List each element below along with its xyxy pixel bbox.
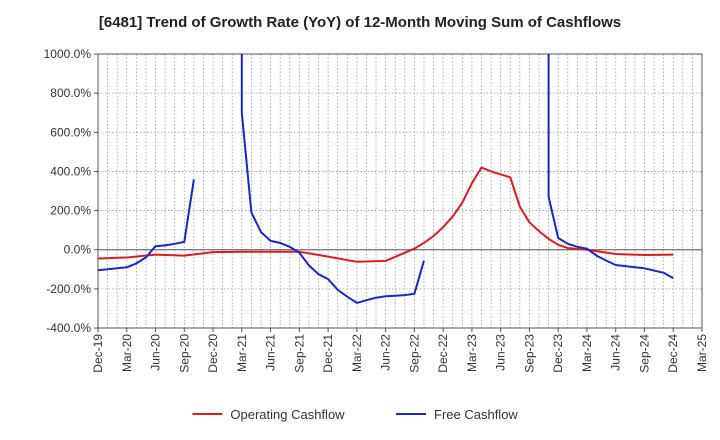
legend-label-free-cashflow: Free Cashflow	[434, 407, 518, 422]
x-tick-label: Dec-23	[551, 334, 565, 373]
x-tick-label: Jun-22	[379, 334, 393, 371]
x-tick-label: Jun-24	[609, 334, 623, 371]
series-line-free-cashflow	[547, 54, 674, 279]
y-tick-label: 1000.0%	[44, 47, 92, 61]
chart-title: [6481] Trend of Growth Rate (YoY) of 12-…	[98, 14, 622, 31]
plot-frame	[97, 53, 703, 329]
x-tick-label: Mar-20	[120, 334, 134, 372]
x-tick-label: Dec-21	[321, 334, 335, 373]
series-line-free-cashflow	[98, 179, 195, 272]
x-tick-label: Mar-25	[695, 334, 709, 372]
legend-label-operating-cashflow: Operating Cashflow	[230, 407, 345, 422]
series-line-operating-cashflow	[98, 166, 674, 263]
x-tick-label: Dec-24	[666, 334, 680, 373]
plot-area	[98, 54, 702, 328]
y-tick-label: -200.0%	[46, 282, 91, 296]
y-tick-label: 800.0%	[50, 86, 91, 100]
x-tick-label: Dec-22	[436, 334, 450, 373]
series-line-free-cashflow	[240, 54, 425, 304]
x-tick-label: Mar-21	[235, 334, 249, 372]
x-tick-label: Sep-24	[637, 334, 651, 373]
y-tick-label: 0.0%	[64, 243, 92, 257]
y-tick-label: 200.0%	[50, 204, 91, 218]
x-tick-label: Dec-19	[91, 334, 105, 373]
x-tick-label: Jun-21	[264, 334, 278, 371]
x-tick-label: Sep-23	[522, 334, 536, 373]
x-tick-label: Mar-22	[350, 334, 364, 372]
x-tick-label: Mar-23	[465, 334, 479, 372]
x-tick-label: Sep-20	[177, 334, 191, 373]
x-tick-label: Jun-23	[494, 334, 508, 371]
x-tick-label: Sep-21	[292, 334, 306, 373]
x-tick-label: Mar-24	[580, 334, 594, 372]
x-tick-label: Dec-20	[206, 334, 220, 373]
x-tick-label: Sep-22	[407, 334, 421, 373]
y-tick-label: 600.0%	[50, 125, 91, 139]
y-tick-label: -400.0%	[46, 321, 91, 335]
y-tick-label: 400.0%	[50, 164, 91, 178]
x-tick-label: Jun-20	[149, 334, 163, 371]
